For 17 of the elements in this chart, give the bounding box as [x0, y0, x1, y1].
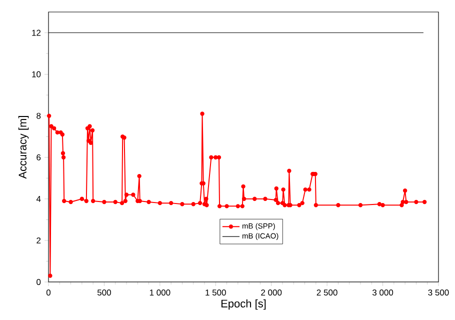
y-tick-label: 6: [36, 154, 41, 160]
x-tick-label: 2 000: [261, 290, 282, 296]
x-tick-label: 2 500: [316, 290, 338, 296]
y-tick-label: 8: [36, 112, 41, 119]
y-tick-label: 12: [32, 30, 41, 36]
x-tick-label: 1 500: [206, 290, 226, 296]
x-tick-label: 1 000: [150, 290, 170, 296]
y-tick-label: 2: [36, 237, 41, 244]
y-tick-label: 4: [36, 196, 41, 202]
x-tick-label: 500: [97, 290, 111, 296]
y-tick-label: 10: [32, 71, 41, 78]
x-tick-label: 0: [46, 290, 51, 296]
x-tick-label: 3 000: [372, 290, 394, 296]
y-tick-label: 0: [36, 278, 41, 285]
y-axis-title: Accuracy [m]: [18, 116, 29, 179]
x-axis-title: Epoch [s]: [221, 299, 266, 310]
x-tick-label: 3 500: [428, 290, 449, 296]
